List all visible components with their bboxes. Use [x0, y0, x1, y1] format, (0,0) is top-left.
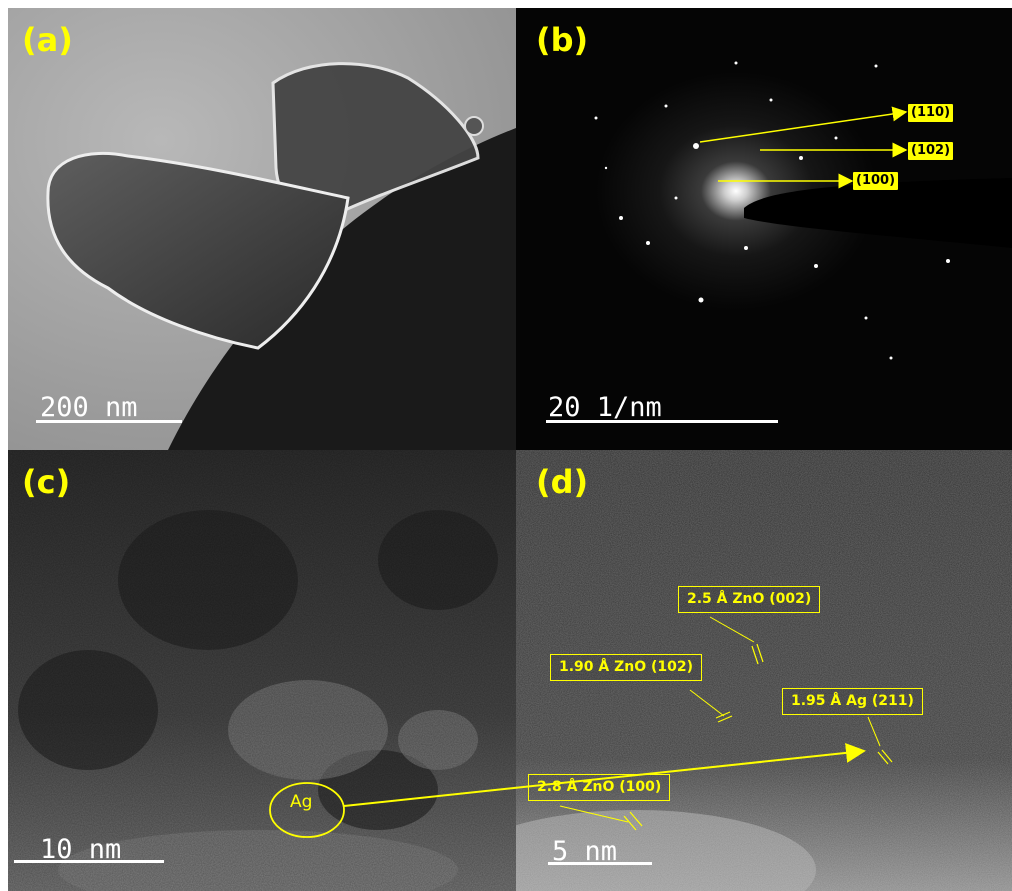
scale-bar-label: 5 nm [552, 836, 618, 867]
d-spacing-label: 2.5 Å ZnO (002) [678, 586, 821, 613]
ag-particle-label: Ag [290, 792, 313, 812]
panel-b-saed-pattern: (b) (110) (102) (100) 20 1/nm [516, 8, 1012, 450]
d-spacing-label: 1.90 Å ZnO (102) [550, 654, 703, 681]
scale-bar-label: 200 nm [40, 392, 138, 423]
panel-c-hrtem-image: (c) Ag 10 nm [8, 450, 516, 891]
panel-label: (c) [22, 463, 71, 501]
panel-label: (b) [536, 21, 589, 59]
panel-label: (d) [536, 463, 589, 501]
scale-bar [14, 860, 164, 863]
ring-index-label: (102) [908, 142, 954, 160]
d-spacing-label: 1.95 Å Ag (211) [782, 688, 923, 715]
scale-bar [36, 420, 182, 423]
panel-label: (a) [22, 21, 73, 59]
scale-bar [548, 862, 652, 865]
scale-bar [546, 420, 778, 423]
scale-bar-label: 20 1/nm [548, 392, 662, 423]
scale-bar-label: 10 nm [40, 834, 122, 865]
tem-micrograph [8, 8, 516, 450]
hrtem-micrograph [8, 450, 516, 891]
panel-d-lattice-fringes: (d) 2.5 Å ZnO (002) 1.90 Å ZnO (102) 1.9… [516, 450, 1012, 891]
panel-a-tem-image: (a) 200 nm [8, 8, 516, 450]
d-spacing-label: 2.8 Å ZnO (100) [528, 774, 671, 801]
ring-index-label: (100) [853, 172, 899, 190]
diffraction-pattern [516, 8, 1012, 450]
ring-index-label: (110) [908, 104, 954, 122]
